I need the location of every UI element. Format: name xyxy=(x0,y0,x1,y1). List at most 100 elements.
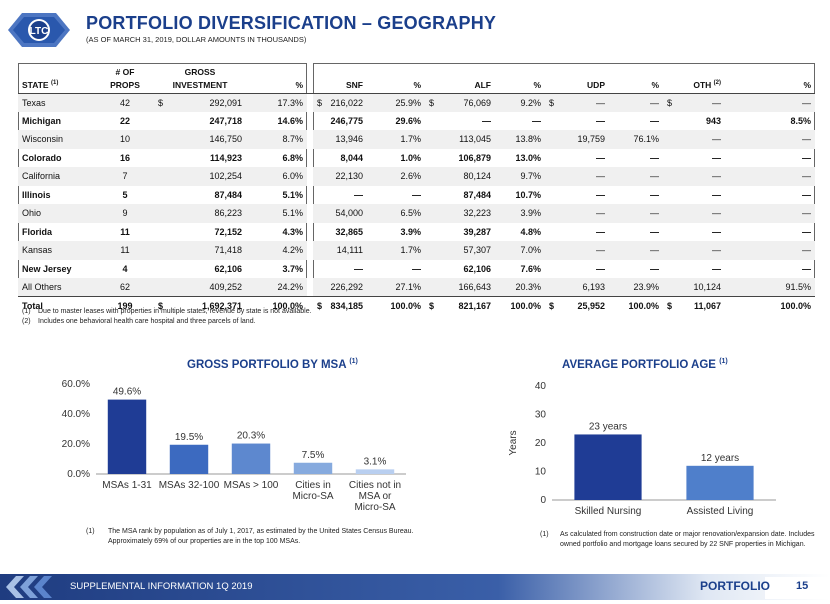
cell-oth-pct: — xyxy=(725,93,815,112)
cell-inv: 72,152 xyxy=(214,226,242,237)
cell-oth: 943 xyxy=(705,115,721,126)
bar xyxy=(574,434,642,500)
header-oth-pct: % xyxy=(725,77,815,94)
y-tick-label: 0 xyxy=(540,495,546,506)
cell-alf-pct: 3.9% xyxy=(495,204,545,223)
header-props: PROPS xyxy=(96,77,154,94)
cell-alf: $76,069 xyxy=(425,93,495,112)
header-udp: UDP xyxy=(545,77,609,94)
cell-inv-pct: 3.7% xyxy=(282,263,303,274)
cell-alf: $821,167 xyxy=(425,296,495,315)
age-chart-note: (1) As calculated from construction date … xyxy=(540,531,815,548)
cell-udp-pct: — xyxy=(609,167,663,186)
y-tick-label: 20 xyxy=(535,438,547,449)
currency-symbol: $ xyxy=(429,301,435,311)
table-row: Colorado 16 114,923 6.8% 8,044 1.0% 106,879 13.… xyxy=(18,148,815,167)
currency-symbol: $ xyxy=(429,97,435,108)
cell-snf-pct: 1.7% xyxy=(367,130,425,149)
cell-state: New Jersey xyxy=(22,263,72,274)
cell-udp-pct: — xyxy=(609,204,663,223)
cell-oth: — xyxy=(663,204,725,223)
cell-state: Illinois xyxy=(22,189,51,200)
y-tick-label: 40.0% xyxy=(62,409,90,420)
cell-udp: $25,952 xyxy=(545,296,609,315)
bar-value-label: 3.1% xyxy=(364,456,387,467)
cell-state: Total xyxy=(18,296,96,315)
cell-udp-pct: — xyxy=(650,226,659,237)
cell-alf-pct: 7.0% xyxy=(495,241,545,260)
cell-inv: 87,484 xyxy=(214,189,242,200)
cell-snf: — xyxy=(354,263,363,274)
cell-snf-pct: 3.9% xyxy=(400,226,421,237)
cell-alf-pct: 20.3% xyxy=(495,278,545,297)
table-row: Florida 11 72,152 4.3% 32,865 3.9% 39,287 4.8% —… xyxy=(18,222,815,241)
table-row: Kansas 11 71,418 4.2% 14,111 1.7% 57,307 7.0% — —… xyxy=(18,241,815,260)
cell-udp-pct: 76.1% xyxy=(609,130,663,149)
cell-oth-pct: — xyxy=(725,130,815,149)
msa-chart-note: (1) The MSA rank by population as of July… xyxy=(86,528,414,545)
cell-snf-pct: 1.7% xyxy=(367,241,425,260)
currency-symbol: $ xyxy=(317,97,323,108)
cell-alf-pct: 9.2% xyxy=(495,93,545,112)
cell-oth-pct: — xyxy=(802,152,811,163)
table-row: Ohio 9 86,223 5.1% 54,000 6.5% 32,223 3.9% — — — — xyxy=(18,204,815,223)
cell-udp-pct: 23.9% xyxy=(609,278,663,297)
cell-inv: 114,923 xyxy=(209,152,242,163)
header-props-top: # OF xyxy=(115,67,135,77)
cell-props: 9 xyxy=(96,204,154,223)
cell-oth-pct: 100.0% xyxy=(725,296,815,315)
cell-state: Texas xyxy=(18,93,96,112)
cell-state: Michigan xyxy=(22,115,62,126)
state-table: # OF GROSS STATE (1) PROPS INVESTMENT % … xyxy=(18,63,815,315)
footer-chevrons-icon xyxy=(6,576,52,598)
category-label: Skilled Nursing xyxy=(575,506,642,517)
cell-udp: 6,193 xyxy=(545,278,609,297)
cell-oth: $ — xyxy=(663,93,725,112)
cell-props: 42 xyxy=(96,93,154,112)
cell-inv-pct: 17.3% xyxy=(246,93,307,112)
bar-value-label: 7.5% xyxy=(302,450,325,461)
cell-oth-pct: — xyxy=(802,226,811,237)
cell-inv-pct: 6.8% xyxy=(282,152,303,163)
bar xyxy=(686,465,754,500)
logo-text: LTC xyxy=(30,26,49,37)
cell-inv-pct: 100.0% xyxy=(246,296,307,315)
page-subtitle: (AS OF MARCH 31, 2019, DOLLAR AMOUNTS IN… xyxy=(86,35,307,44)
cell-inv-pct: 14.6% xyxy=(277,115,303,126)
msa-bar-chart: 0.0% 20.0% 40.0% 60.0% 49.6% MSAs 1-31 19.5% MS… xyxy=(62,379,406,513)
cell-alf: 80,124 xyxy=(425,167,495,186)
cell-oth: 10,124 xyxy=(663,278,725,297)
cell-snf-pct: 25.9% xyxy=(367,93,425,112)
cell-oth-pct: — xyxy=(725,204,815,223)
cell-udp-pct: — xyxy=(609,93,663,112)
cell-alf-pct: 9.7% xyxy=(495,167,545,186)
currency-symbol: $ xyxy=(317,301,323,311)
cell-props: 4 xyxy=(122,263,128,274)
bar-value-label: 19.5% xyxy=(175,432,203,443)
cell-props: 7 xyxy=(96,167,154,186)
cell-udp-pct: — xyxy=(650,152,659,163)
cell-inv: 247,718 xyxy=(209,115,242,126)
y-tick-label: 40 xyxy=(535,381,547,392)
table-row: California 7 102,254 6.0% 22,130 2.6% 80,124 9.… xyxy=(18,167,815,186)
bar-value-label: 49.6% xyxy=(113,387,141,398)
cell-udp: $ — xyxy=(545,93,609,112)
cell-alf-pct: 100.0% xyxy=(495,296,545,315)
page-number: 15 xyxy=(796,580,809,592)
cell-udp: — xyxy=(596,226,605,237)
cell-alf-pct: — xyxy=(532,115,541,126)
cell-oth-pct: 8.5% xyxy=(790,115,811,126)
y-axis-label: Years xyxy=(508,430,519,455)
page-title: PORTFOLIO DIVERSIFICATION – GEOGRAPHY xyxy=(86,13,497,33)
cell-inv: 146,750 xyxy=(154,130,246,149)
cell-udp: — xyxy=(545,241,609,260)
category-label: Cities in Micro-SA xyxy=(292,480,333,502)
cell-udp-pct: — xyxy=(650,189,659,200)
cell-snf-pct: — xyxy=(412,189,421,200)
table-row: Wisconsin 10 146,750 8.7% 13,946 1.7% 113,045 1… xyxy=(18,130,815,149)
category-label: MSAs > 100 xyxy=(224,480,279,491)
cell-oth: — xyxy=(663,130,725,149)
cell-oth: — xyxy=(712,226,721,237)
cell-alf-pct: 13.0% xyxy=(515,152,541,163)
cell-oth: — xyxy=(712,263,721,274)
